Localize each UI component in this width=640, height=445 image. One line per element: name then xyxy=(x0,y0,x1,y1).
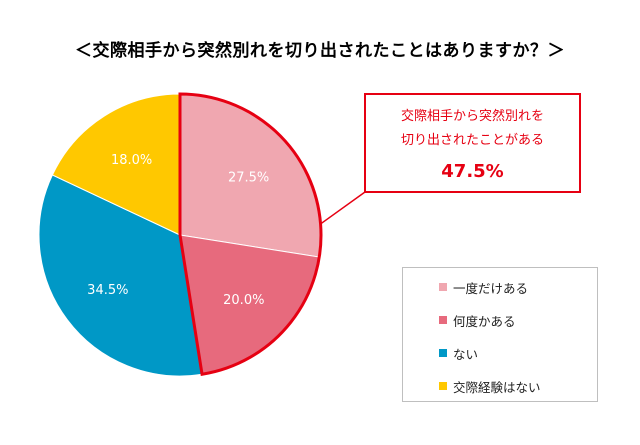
callout-percentage: 47.5% xyxy=(441,161,504,182)
legend-label: ない xyxy=(453,346,479,362)
legend-swatch xyxy=(439,283,447,291)
callout-text-line2: 切り出されたことがある xyxy=(400,133,544,148)
legend-item-several-times: 何度かある xyxy=(439,311,516,329)
legend-item-once: 一度だけある xyxy=(439,278,528,296)
legend-swatch xyxy=(439,382,447,390)
chart-title: ＜交際相手から突然別れを切り出されたことはありますか？＞ xyxy=(75,41,565,61)
data-label: 34.5% xyxy=(87,283,128,298)
legend-item-no-experience: 交際経験はない xyxy=(439,377,541,395)
highlight-outline xyxy=(178,92,323,376)
legend-label: 一度だけある xyxy=(453,280,529,296)
slice-no-experience xyxy=(51,93,181,236)
legend-swatch xyxy=(439,316,447,324)
chart-legend: 一度だけある 何度かある ない 交際経験はない xyxy=(402,267,598,402)
legend-label: 交際経験はない xyxy=(453,379,541,395)
legend-swatch xyxy=(439,349,447,357)
highlight-callout: 交際相手から突然別れを 切り出されたことがある 47.5% xyxy=(364,93,581,193)
data-label: 27.5% xyxy=(228,170,269,185)
legend-item-never: ない xyxy=(439,344,478,362)
data-label: 20.0% xyxy=(223,293,264,308)
callout-text-line1: 交際相手から突然別れを xyxy=(400,109,544,124)
slice-never xyxy=(38,174,203,377)
legend-label: 何度かある xyxy=(453,313,516,329)
data-label: 18.0% xyxy=(111,153,152,168)
callout-connector xyxy=(320,191,366,225)
